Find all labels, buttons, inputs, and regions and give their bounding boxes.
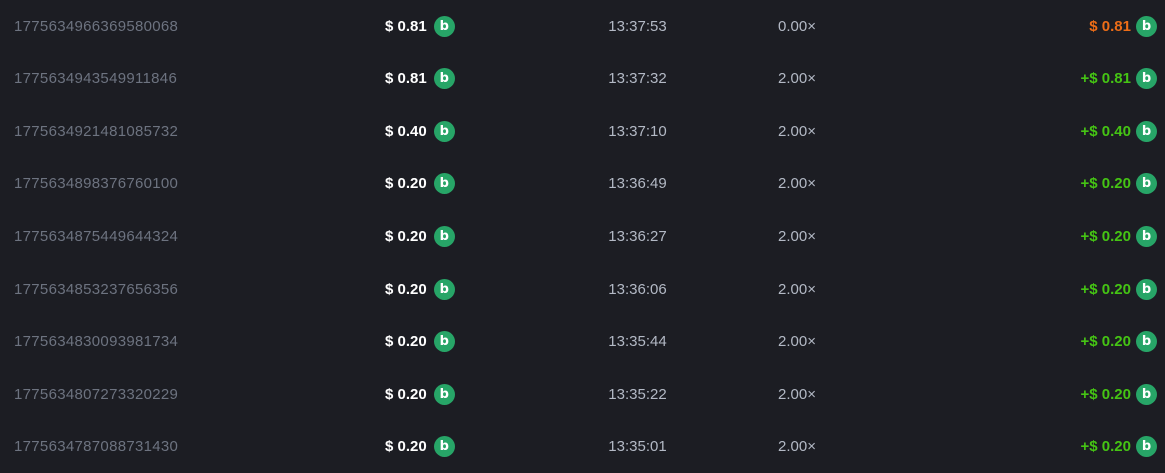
- bet-amount-cell: $ 0.40 b: [372, 120, 530, 142]
- payout-cell: +$ 0.20 b: [849, 225, 1165, 247]
- table-row[interactable]: 1775634787088731430 $ 0.20 b 13:35:01 2.…: [0, 420, 1165, 473]
- bet-amount: $ 0.81: [385, 17, 427, 35]
- bet-amount: $ 0.20: [385, 385, 427, 403]
- bet-multiplier: 2.00×: [778, 70, 816, 88]
- payout-amount: +$ 0.20: [1080, 227, 1131, 245]
- coin-icon: b: [433, 15, 455, 37]
- bet-time: 13:37:53: [608, 17, 667, 35]
- bet-amount: $ 0.20: [385, 227, 427, 245]
- bet-time: 13:35:44: [608, 333, 667, 351]
- bet-amount: $ 0.81: [385, 70, 427, 88]
- bet-amount-cell: $ 0.20 b: [372, 225, 530, 247]
- payout-amount: +$ 0.81: [1080, 70, 1131, 88]
- bet-multiplier: 2.00×: [778, 227, 816, 245]
- bet-id: 1775634830093981734: [14, 333, 179, 351]
- bet-time: 13:35:01: [608, 438, 667, 456]
- table-row[interactable]: 1775634807273320229 $ 0.20 b 13:35:22 2.…: [0, 368, 1165, 421]
- payout-cell: +$ 0.20 b: [849, 383, 1165, 405]
- bet-amount-cell: $ 0.20 b: [372, 331, 530, 353]
- bet-multiplier: 2.00×: [778, 385, 816, 403]
- coin-icon: b: [433, 278, 455, 300]
- bet-amount-cell: $ 0.81 b: [372, 15, 530, 37]
- bet-multiplier: 2.00×: [778, 175, 816, 193]
- table-row[interactable]: 1775634966369580068 $ 0.81 b 13:37:53 0.…: [0, 0, 1165, 53]
- table-row[interactable]: 1775634943549911846 $ 0.81 b 13:37:32 2.…: [0, 53, 1165, 106]
- coin-icon: b: [433, 436, 455, 458]
- table-row[interactable]: 1775634921481085732 $ 0.40 b 13:37:10 2.…: [0, 105, 1165, 158]
- bet-multiplier: 2.00×: [778, 122, 816, 140]
- bet-amount: $ 0.20: [385, 175, 427, 193]
- coin-icon: b: [1136, 331, 1157, 353]
- coin-icon: b: [433, 331, 455, 353]
- table-row[interactable]: 1775634830093981734 $ 0.20 b 13:35:44 2.…: [0, 315, 1165, 368]
- bet-id: 1775634807273320229: [14, 385, 179, 403]
- bet-amount-cell: $ 0.20 b: [372, 436, 530, 458]
- bet-id: 1775634966369580068: [14, 17, 179, 35]
- payout-cell: +$ 0.40 b: [849, 120, 1165, 142]
- bet-time: 13:36:49: [608, 175, 667, 193]
- payout-cell: +$ 0.20 b: [849, 436, 1165, 458]
- coin-icon: b: [1136, 383, 1157, 405]
- bet-id: 1775634921481085732: [14, 122, 179, 140]
- bet-time: 13:37:10: [608, 122, 667, 140]
- bet-amount-cell: $ 0.20 b: [372, 278, 530, 300]
- coin-icon: b: [1136, 68, 1157, 90]
- bet-amount-cell: $ 0.20 b: [372, 173, 530, 195]
- bet-amount: $ 0.20: [385, 280, 427, 298]
- coin-icon: b: [433, 173, 455, 195]
- table-row[interactable]: 1775634853237656356 $ 0.20 b 13:36:06 2.…: [0, 263, 1165, 316]
- payout-amount: +$ 0.20: [1080, 280, 1131, 298]
- bet-amount: $ 0.20: [385, 438, 427, 456]
- payout-cell: +$ 0.20 b: [849, 331, 1165, 353]
- payout-cell: +$ 0.81 b: [849, 68, 1165, 90]
- bet-id: 1775634853237656356: [14, 280, 179, 298]
- coin-icon: b: [1136, 173, 1157, 195]
- bet-time: 13:37:32: [608, 70, 667, 88]
- coin-icon: b: [1136, 225, 1157, 247]
- table-row[interactable]: 1775634898376760100 $ 0.20 b 13:36:49 2.…: [0, 158, 1165, 211]
- bet-id: 1775634787088731430: [14, 438, 179, 456]
- coin-icon: b: [433, 383, 455, 405]
- payout-cell: $ 0.81 b: [849, 15, 1165, 37]
- bet-id: 1775634875449644324: [14, 227, 179, 245]
- payout-amount: +$ 0.20: [1080, 175, 1131, 193]
- bet-amount: $ 0.40: [385, 122, 427, 140]
- bet-id: 1775634898376760100: [14, 175, 179, 193]
- payout-amount: +$ 0.20: [1080, 438, 1131, 456]
- payout-cell: +$ 0.20 b: [849, 173, 1165, 195]
- payout-amount: +$ 0.20: [1080, 333, 1131, 351]
- coin-icon: b: [1136, 120, 1157, 142]
- coin-icon: b: [1136, 15, 1157, 37]
- bet-time: 13:35:22: [608, 385, 667, 403]
- bet-amount-cell: $ 0.81 b: [372, 68, 530, 90]
- bet-id: 1775634943549911846: [14, 70, 178, 88]
- payout-cell: +$ 0.20 b: [849, 278, 1165, 300]
- coin-icon: b: [433, 68, 455, 90]
- payout-amount: $ 0.81: [1089, 17, 1131, 35]
- bet-multiplier: 2.00×: [778, 438, 816, 456]
- payout-amount: +$ 0.40: [1080, 122, 1131, 140]
- coin-icon: b: [433, 225, 455, 247]
- table-row[interactable]: 1775634875449644324 $ 0.20 b 13:36:27 2.…: [0, 210, 1165, 263]
- bet-amount: $ 0.20: [385, 333, 427, 351]
- bet-multiplier: 0.00×: [778, 17, 816, 35]
- bet-multiplier: 2.00×: [778, 333, 816, 351]
- coin-icon: b: [1136, 278, 1157, 300]
- bet-amount-cell: $ 0.20 b: [372, 383, 530, 405]
- payout-amount: +$ 0.20: [1080, 385, 1131, 403]
- coin-icon: b: [1136, 436, 1157, 458]
- bet-multiplier: 2.00×: [778, 280, 816, 298]
- coin-icon: b: [433, 120, 455, 142]
- bet-time: 13:36:06: [608, 280, 667, 298]
- bet-time: 13:36:27: [608, 227, 667, 245]
